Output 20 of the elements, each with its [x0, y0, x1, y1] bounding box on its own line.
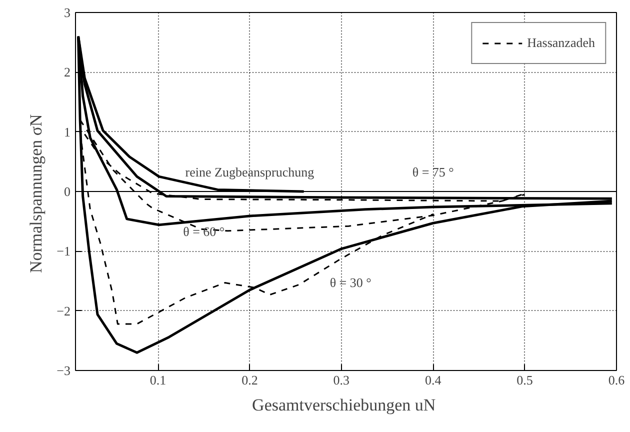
y-tick-label: −1	[56, 244, 71, 259]
y-tick-label: 3	[64, 5, 70, 20]
annotation: θ = 60 °	[183, 224, 225, 240]
x-tick-label: 0.5	[516, 372, 533, 388]
x-tick-label: 0.4	[424, 372, 442, 388]
y-tick-label: 2	[64, 64, 70, 80]
y-axis-title: Normalspannungen σN	[26, 114, 46, 274]
x-tick-label: 0.6	[608, 372, 626, 388]
x-tick-label: 0.3	[333, 372, 350, 388]
y-tick-label: 0	[64, 184, 70, 199]
annotation: θ = 30 °	[330, 274, 372, 290]
annotation: θ = 75 °	[412, 164, 454, 180]
annotation: reine Zugbeanspruchung	[185, 164, 315, 180]
y-tick-label: −2	[56, 303, 71, 318]
x-axis-title: Gesamtverschiebungen uN	[252, 396, 436, 414]
legend-label: Hassanzadeh	[527, 35, 595, 51]
x-tick-label: 0.1	[150, 372, 166, 388]
y-tick-label: −3	[56, 363, 71, 378]
x-tick-label: 0.2	[242, 372, 258, 388]
y-tick-label: 1	[64, 124, 70, 140]
